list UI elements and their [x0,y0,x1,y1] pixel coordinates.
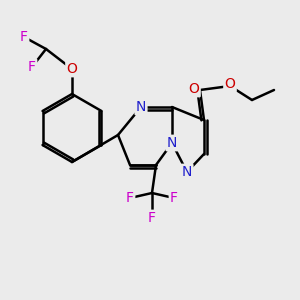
Text: F: F [170,191,178,205]
Text: F: F [28,60,36,74]
Text: O: O [67,62,77,76]
Text: F: F [20,30,28,44]
Text: O: O [225,77,236,91]
Text: N: N [167,136,177,150]
Text: N: N [182,165,192,179]
Text: O: O [189,82,200,96]
Text: N: N [136,100,146,114]
Text: F: F [126,191,134,205]
Text: F: F [148,211,156,225]
